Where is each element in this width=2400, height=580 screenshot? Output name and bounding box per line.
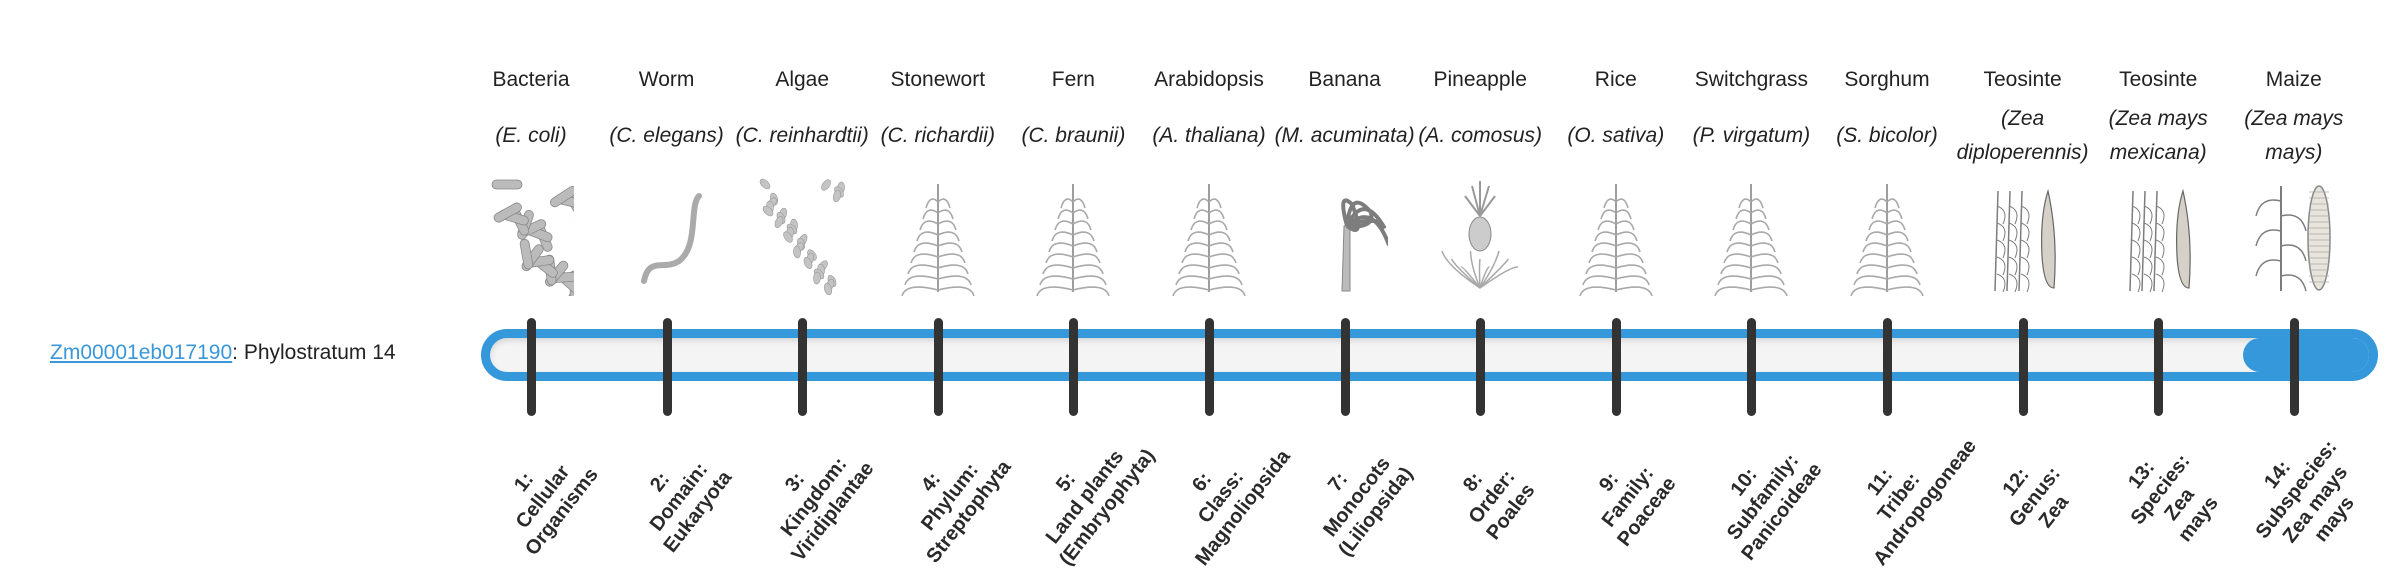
scientific-name-text: (C. richardii) [880,124,995,147]
worm-illustration [624,176,710,296]
stratum-tick [2154,318,2164,416]
organism-common-name: Algae [775,68,830,91]
stratum-label: 12: Genus: Zea [1966,424,2103,571]
stratum-label: 1: Cellular Organisms [475,424,612,571]
scientific-name-text: (S. bicolor) [1836,124,1938,147]
stratum-label: 14: Subspecies: Zea mays mays [2228,416,2384,578]
stratum-label: 10: Subfamily: Panicoideae [1695,424,1832,571]
organism-common-name: Maize [2265,68,2322,91]
scientific-name-text: (A. thaliana) [1152,124,1266,147]
organism-common-name: Pineapple [1433,68,1527,91]
organism-common-name: Sorghum [1844,68,1930,91]
scientific-name-text: (Zea mays mexicana) [2108,107,2208,164]
organism-scientific-name: (C. reinhardtii) [730,100,874,172]
switchgrass-illustration [1708,176,1794,297]
stratum-tick [1883,318,1892,416]
organism-scientific-name: (C. braunii) [1001,100,1145,172]
stratum-label: 9: Family: Poaceae [1559,424,1696,571]
organism-scientific-name: (E. coli) [459,100,603,172]
stonewort-illustration [895,176,981,297]
stratum-tick [1205,318,1214,416]
organism-common-name: Banana [1308,68,1381,91]
scientific-name-text: (Zea mays mays) [2244,107,2344,164]
stratum-tick [527,318,536,416]
bacteria-illustration [488,176,593,303]
organism-scientific-name: (Zea mays mexicana) [2086,100,2230,172]
gene-phylostratum-label: Zm00001eb017190: Phylostratum 14 [50,340,396,366]
organism-scientific-name: (S. bicolor) [1815,100,1959,172]
stratum-label: 5: Land plants (Embryophyta) [1017,424,1160,571]
scientific-name-text: (Zea diploperennis) [1956,107,2089,164]
organism-scientific-name: (A. thaliana) [1137,100,1281,172]
stratum-tick [1340,318,1350,416]
rice-illustration [1573,176,1659,297]
organism-scientific-name: (Zea diploperennis) [1951,100,2095,172]
maize-illustration [2251,176,2337,296]
stratum-tick [1747,318,1757,416]
organism-scientific-name: (Zea mays mays) [2222,100,2366,172]
stratum-label: 7: Monocots (Liliopsida) [1288,424,1425,571]
organism-common-name: Teosinte [2119,68,2198,91]
scientific-name-text: (C. reinhardtii) [735,124,869,147]
stratum-label: 13: Species: Zea mays [2092,416,2248,578]
organism-scientific-name: (P. virgatum) [1679,100,1823,172]
stratum-label: 11: Tribe: Andropogoneae [1831,424,1981,571]
stratum-label: 6: Class: Magnoliopsida [1153,424,1295,571]
scientific-name-text: (M. acuminata) [1274,124,1415,147]
scientific-name-text: (C. elegans) [609,124,724,147]
stratum-tick [1611,318,1621,416]
teosinte-illustration [2115,176,2201,296]
scientific-name-text: (C. braunii) [1021,124,1126,147]
stratum-tick [662,318,672,416]
stratum-tick [1476,318,1486,416]
fern-illustration [1030,176,1116,297]
stratum-label: 2: Domain: Eukaryota [610,424,747,571]
phylostratum-text: : Phylostratum 14 [232,341,396,364]
algae-illustration [759,176,846,296]
teosinte-illustration [1980,176,2066,296]
phylostratum-bar [481,329,2378,381]
stratum-label: 8: Order: Poales [1424,424,1561,571]
pineapple-illustration [1437,176,1523,296]
sorghum-illustration [1844,176,1930,297]
scientific-name-text: (O. sativa) [1567,124,1665,147]
stratum-tick [2018,318,2028,416]
stratum-label: 3: Kingdom: Viridiplantae [746,424,883,571]
arabidopsis-illustration [1166,176,1252,297]
stratum-tick [798,318,808,416]
stratum-tick [1069,318,1079,416]
organism-common-name: Arabidopsis [1154,68,1264,91]
organism-common-name: Bacteria [492,68,570,91]
stratum-tick [933,318,943,416]
organism-scientific-name: (C. richardii) [866,100,1010,172]
organism-scientific-name: (O. sativa) [1544,100,1688,172]
organism-common-name: Switchgrass [1694,68,1808,91]
phylostratum-bar-fill [2242,338,2369,372]
stratum-tick [2289,318,2299,416]
organism-scientific-name: (M. acuminata) [1273,100,1417,172]
organism-scientific-name: (C. elegans) [595,100,739,172]
scientific-name-text: (E. coli) [495,124,567,147]
organism-common-name: Fern [1051,68,1095,91]
organism-common-name: Rice [1594,68,1637,91]
stratum-label: 4: Phylum: Streptophyta [881,424,1018,571]
organism-common-name: Stonewort [890,68,986,91]
banana-illustration [1302,176,1391,296]
gene-id-link[interactable]: Zm00001eb017190 [50,341,233,364]
scientific-name-text: (A. comosus) [1418,124,1543,147]
organism-common-name: Teosinte [1983,68,2062,91]
organism-scientific-name: (A. comosus) [1408,100,1552,172]
scientific-name-text: (P. virgatum) [1692,124,1811,147]
organism-common-name: Worm [638,68,695,91]
